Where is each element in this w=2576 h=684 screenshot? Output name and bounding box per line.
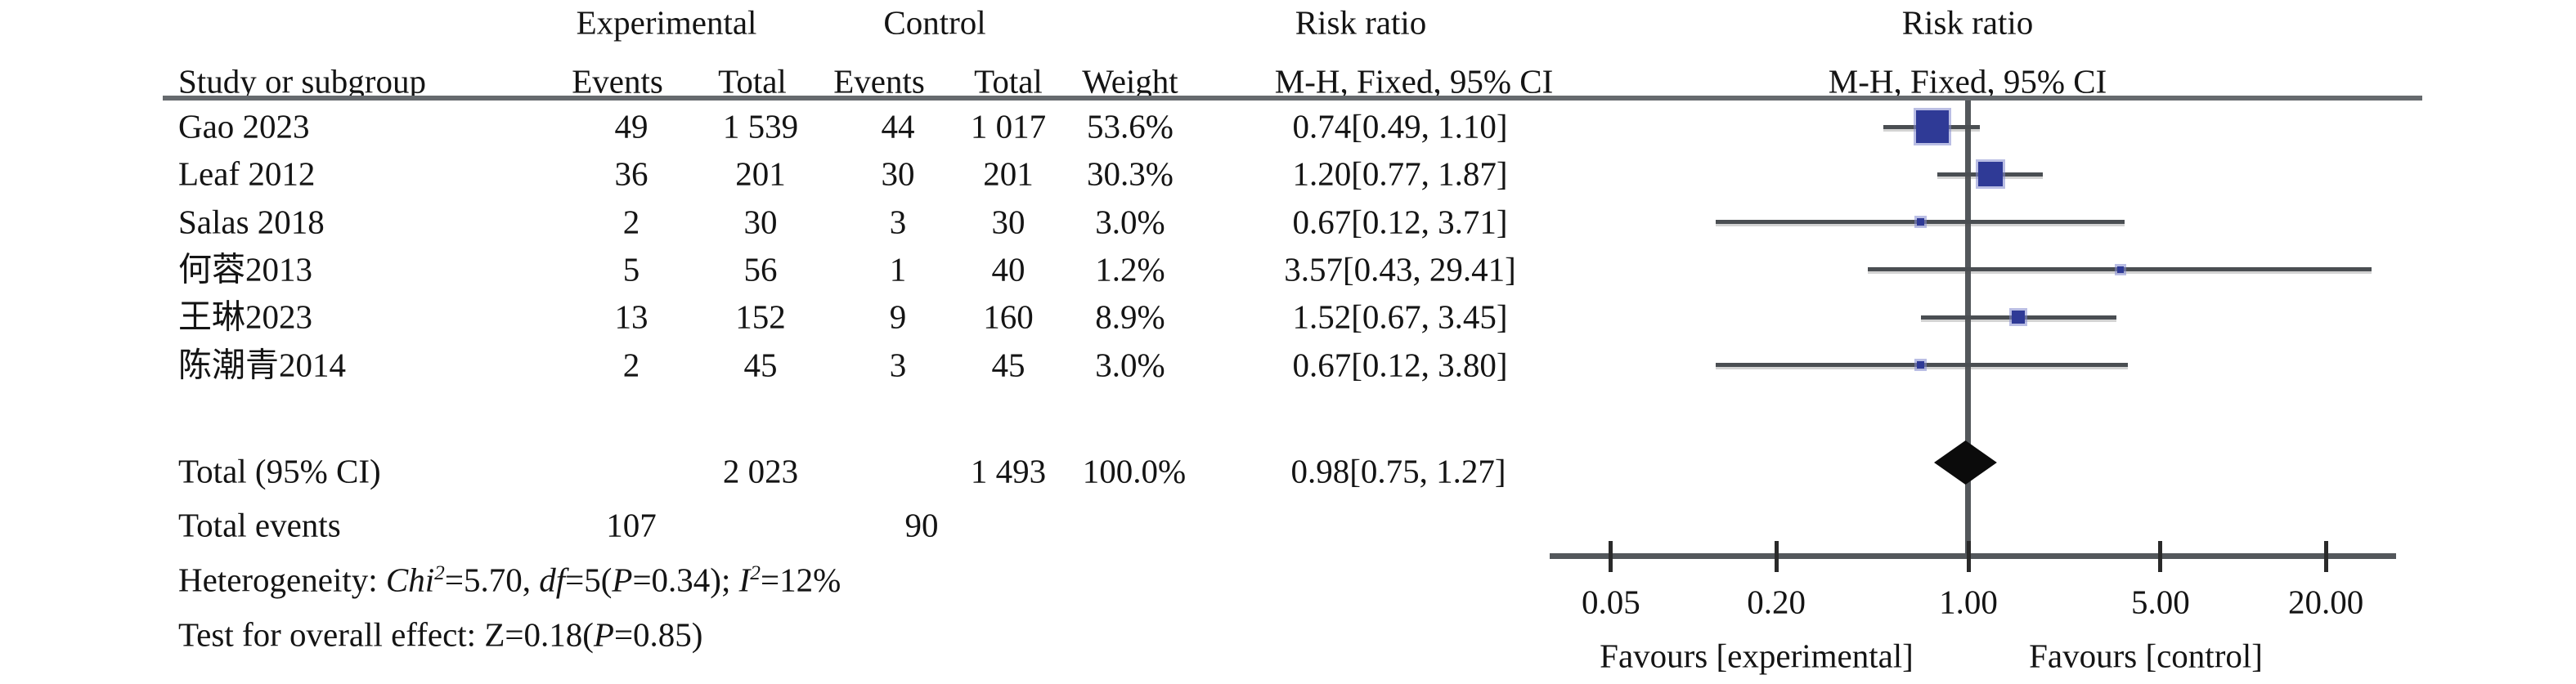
axis-tick-label: 0.20 <box>1747 583 1806 621</box>
exp-events-value: 13 <box>614 297 648 336</box>
effect-square <box>2116 266 2124 273</box>
exp-total-value: 45 <box>743 346 778 383</box>
total-ctrl-total: 1 493 <box>970 452 1047 490</box>
pooled-diamond <box>1934 440 1997 485</box>
weight-value: 3.0% <box>1095 203 1165 241</box>
risk-ratio-ci-value: 0.74[0.49, 1.10] <box>1292 107 1508 145</box>
weight-value: 1.2% <box>1095 250 1165 288</box>
total-rr-ci: 0.98[0.75, 1.27] <box>1290 452 1506 490</box>
ctrl-total-value: 1 017 <box>970 107 1047 145</box>
ctrl-events-value: 3 <box>889 203 907 241</box>
axis-tick-label: 20.00 <box>2288 583 2364 621</box>
header-ctrl-total: Total <box>974 62 1043 101</box>
risk-ratio-ci-value: 3.57[0.43, 29.41] <box>1284 250 1516 288</box>
ctrl-total-value: 30 <box>991 203 1025 241</box>
header-experimental: Experimental <box>576 3 757 42</box>
study-name: 陈潮青2014 <box>178 346 346 383</box>
axis-tick-mark <box>1966 541 1971 572</box>
x-axis-line <box>1550 553 2396 559</box>
header-risk-ratio-right: Risk ratio <box>1901 3 2034 42</box>
header-mh-fixed-ci-left: M-H, Fixed, 95% CI <box>1274 62 1554 101</box>
risk-ratio-ci-value: 1.20[0.77, 1.87] <box>1292 154 1508 193</box>
axis-tick-mark <box>2323 541 2328 572</box>
favours-control-label: Favours [control] <box>2029 637 2263 675</box>
study-name: 何蓉2013 <box>178 250 312 288</box>
header-rule <box>163 96 2422 101</box>
total-events-control: 90 <box>904 506 939 544</box>
header-exp-total: Total <box>718 62 787 101</box>
ctrl-total-value: 40 <box>991 250 1025 288</box>
heterogeneity-stats: Heterogeneity: Chi2=5.70, df=5(P=0.34); … <box>178 561 841 599</box>
risk-ratio-ci-value: 0.67[0.12, 3.80] <box>1292 346 1508 383</box>
header-control: Control <box>883 3 986 42</box>
effect-square <box>1916 110 1950 143</box>
total-events-label: Total events <box>178 506 341 544</box>
exp-total-value: 1 539 <box>722 107 799 145</box>
no-effect-line <box>1965 101 1971 559</box>
header-exp-events: Events <box>572 62 663 101</box>
total-exp-total: 2 023 <box>722 452 799 490</box>
weight-value: 8.9% <box>1095 297 1165 336</box>
axis-tick-mark <box>1774 541 1779 572</box>
risk-ratio-ci-value: 1.52[0.67, 3.45] <box>1292 297 1508 336</box>
effect-square <box>1917 361 1925 369</box>
favours-experimental-label: Favours [experimental] <box>1600 637 1914 675</box>
total-row-label: Total (95% CI) <box>178 452 381 490</box>
exp-events-value: 2 <box>622 346 640 383</box>
ctrl-total-value: 160 <box>983 297 1034 336</box>
axis-tick-label: 5.00 <box>2130 583 2190 621</box>
ctrl-events-value: 3 <box>889 346 907 383</box>
study-name: Leaf 2012 <box>178 154 316 193</box>
overall-effect-stats: Test for overall effect: Z=0.18(P=0.85) <box>178 615 703 654</box>
ctrl-total-value: 45 <box>991 346 1025 383</box>
effect-square <box>2012 311 2026 324</box>
exp-events-value: 2 <box>622 203 640 241</box>
exp-events-value: 49 <box>614 107 648 145</box>
effect-square <box>1977 162 2003 187</box>
exp-events-value: 5 <box>622 250 640 288</box>
ctrl-events-value: 44 <box>881 107 915 145</box>
header-ctrl-events: Events <box>833 62 925 101</box>
ctrl-total-value: 201 <box>983 154 1034 193</box>
exp-total-value: 56 <box>743 250 778 288</box>
axis-tick-mark <box>1609 541 1613 572</box>
axis-tick-mark <box>2158 541 2163 572</box>
study-name: 王琳2023 <box>178 297 312 336</box>
exp-total-value: 152 <box>735 297 786 336</box>
total-weight: 100.0% <box>1082 452 1187 490</box>
exp-events-value: 36 <box>614 154 648 193</box>
risk-ratio-ci-value: 0.67[0.12, 3.71] <box>1292 203 1508 241</box>
exp-total-value: 201 <box>735 154 786 193</box>
weight-value: 3.0% <box>1095 346 1165 383</box>
ctrl-events-value: 9 <box>889 297 907 336</box>
ctrl-events-value: 1 <box>889 250 907 288</box>
header-mh-fixed-ci-right: M-H, Fixed, 95% CI <box>1828 62 2107 101</box>
study-name: Gao 2023 <box>178 107 310 145</box>
header-study-or-subgroup: Study or subgroup <box>178 62 426 101</box>
total-events-experimental: 107 <box>606 506 657 544</box>
exp-total-value: 30 <box>743 203 778 241</box>
header-risk-ratio-left: Risk ratio <box>1295 3 1427 42</box>
ctrl-events-value: 30 <box>881 154 915 193</box>
axis-tick-label: 1.00 <box>1939 583 1998 621</box>
weight-value: 30.3% <box>1087 154 1174 193</box>
axis-tick-label: 0.05 <box>1581 583 1640 621</box>
effect-square <box>1917 218 1925 226</box>
header-weight: Weight <box>1082 62 1178 101</box>
weight-value: 53.6% <box>1087 107 1174 145</box>
study-name: Salas 2018 <box>178 203 325 241</box>
